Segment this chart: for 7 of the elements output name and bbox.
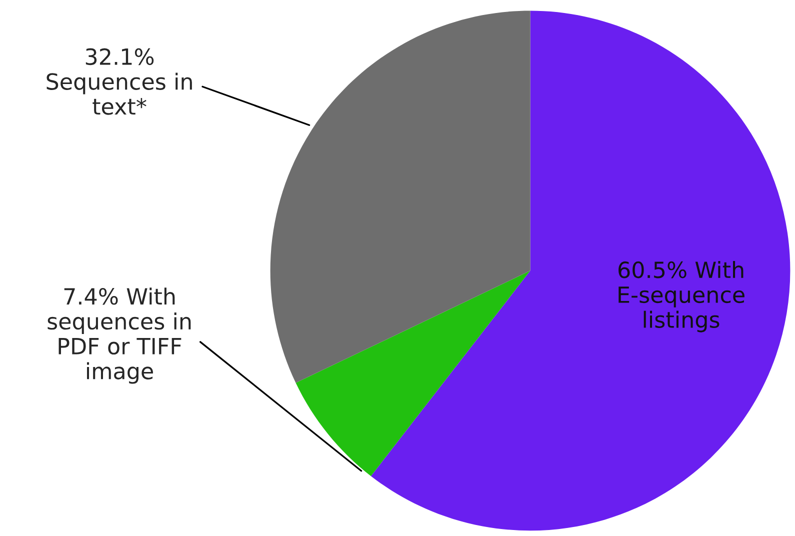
slice-label: 60.5% With E-sequence listings [618, 261, 744, 332]
data-label: 32.1% [86, 48, 154, 66]
slice-label: 7.4% With sequences in PDF or TIFF image [48, 288, 191, 384]
pie-slice [370, 10, 790, 531]
pie-slice [296, 270, 530, 476]
slice-label: Sequences in text* [46, 72, 192, 115]
pie-slice [270, 10, 530, 383]
